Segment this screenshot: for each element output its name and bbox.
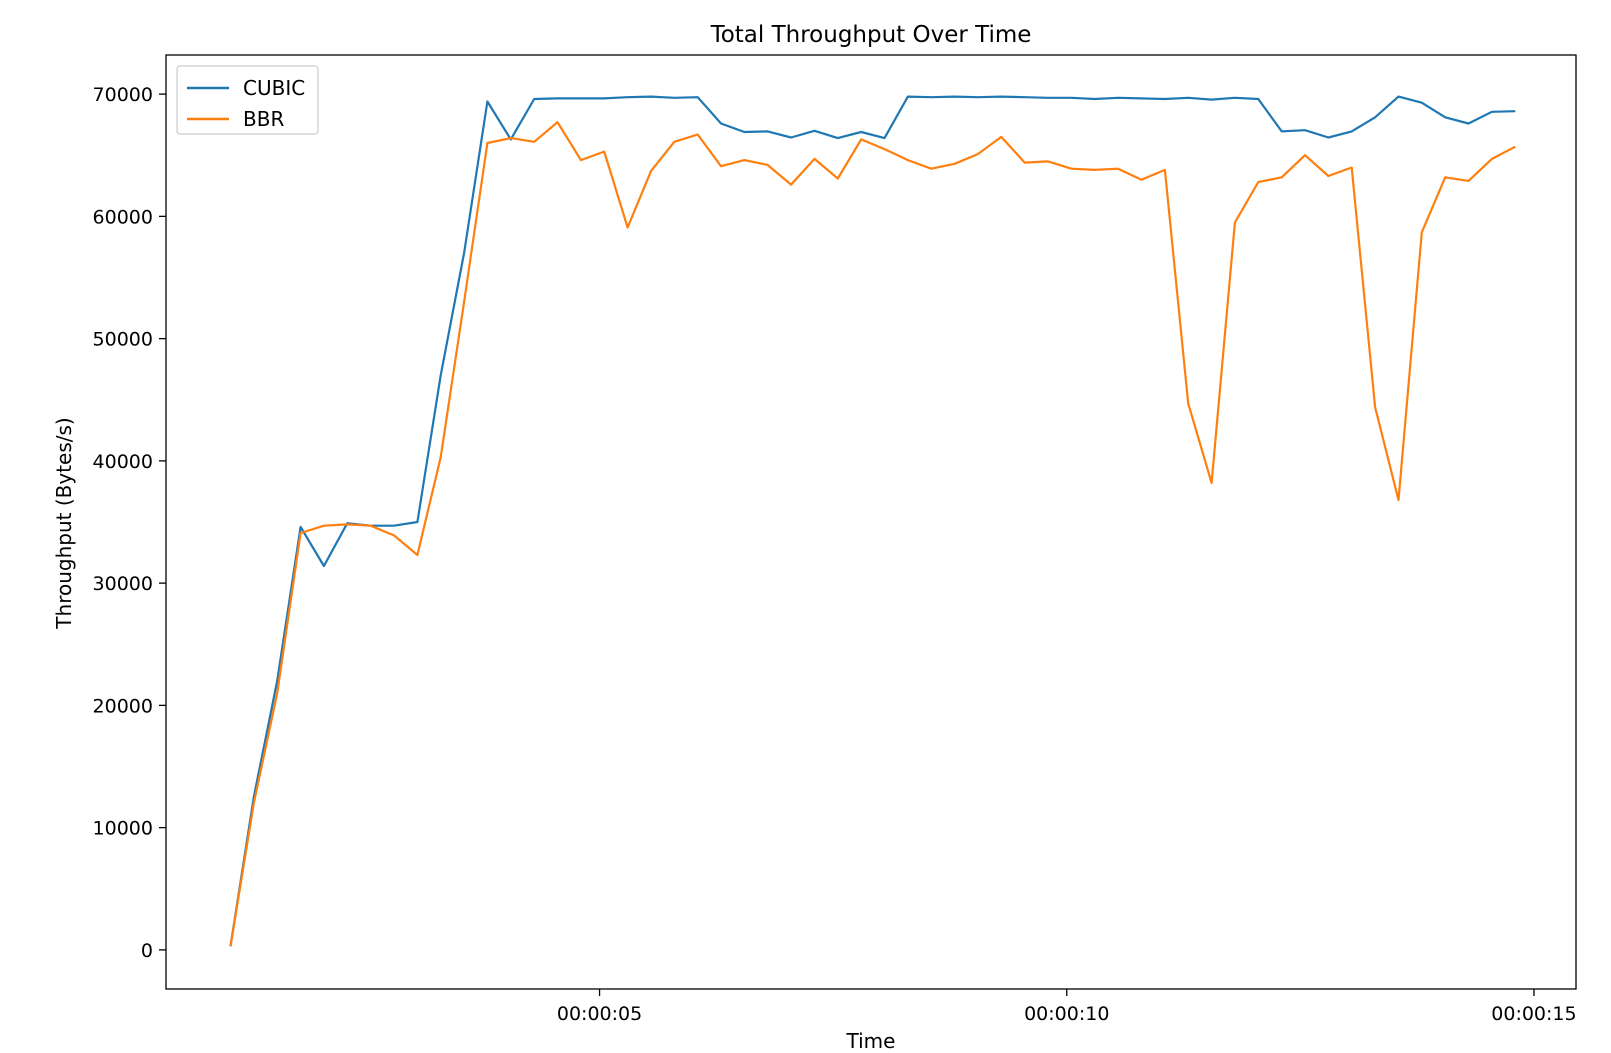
x-tick-label: 00:00:05: [557, 1003, 642, 1025]
y-tick-label: 40000: [93, 451, 153, 473]
y-tick-label: 20000: [93, 695, 153, 717]
y-tick-label: 70000: [93, 84, 153, 106]
x-axis-label: Time: [846, 1029, 896, 1053]
y-tick-label: 30000: [93, 573, 153, 595]
y-tick-label: 0: [141, 940, 153, 962]
plot-frame: [165, 54, 1577, 990]
y-tick-label: 60000: [93, 206, 153, 228]
y-axis: 0 10000 20000 30000 40000 50000 60000 70000: [93, 84, 166, 962]
y-tick-label: 50000: [93, 329, 153, 351]
legend-label-bbr: BBR: [243, 107, 284, 131]
legend-label-cubic: CUBIC: [243, 76, 305, 100]
legend: CUBIC BBR: [176, 65, 319, 135]
x-tick-label: 00:00:15: [1491, 1003, 1576, 1025]
chart-title: Total Throughput Over Time: [710, 22, 1032, 48]
y-tick-label: 10000: [93, 818, 153, 840]
series-line-cubic: [229, 95, 1516, 947]
y-axis-label: Throughput (Bytes/s): [52, 417, 76, 629]
series-layer: [229, 95, 1516, 947]
x-axis: 00:00:05 00:00:10 00:00:15: [557, 989, 1577, 1025]
x-tick-label: 00:00:10: [1024, 1003, 1109, 1025]
legend-box: [176, 65, 319, 135]
series-line-bbr: [229, 121, 1516, 947]
